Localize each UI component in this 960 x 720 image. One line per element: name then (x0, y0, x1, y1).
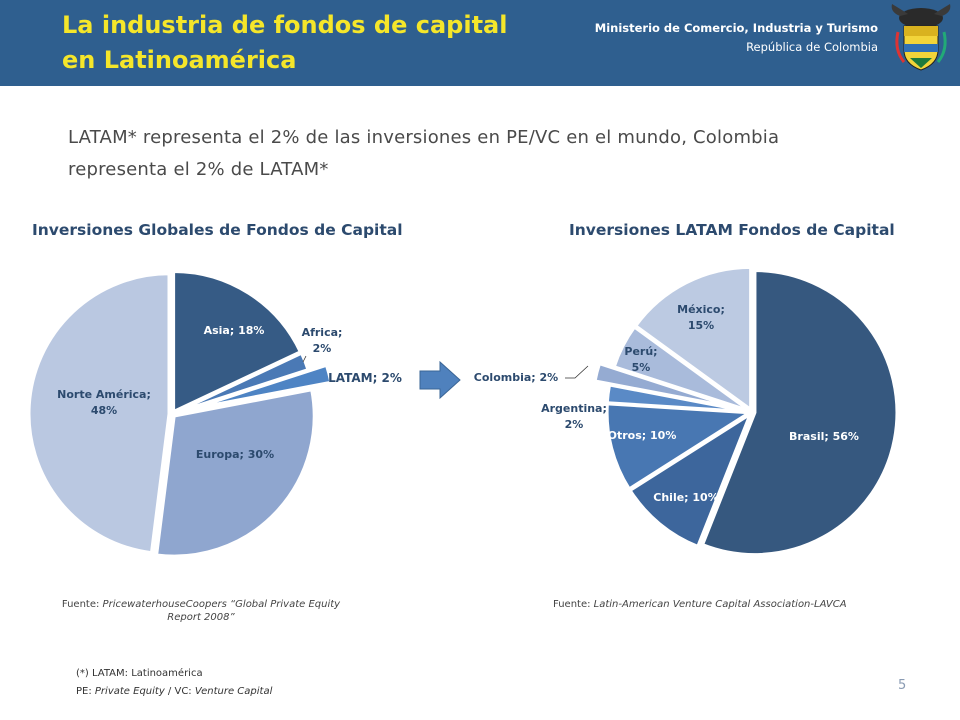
slice-label-argentina: Argentina; (541, 402, 607, 415)
pie-chart-latam: Brasil; 56% Chile; 10% Otros; 10% Argentina… (474, 265, 899, 556)
pie-slice-colombia (593, 361, 736, 409)
pie-slice-per- (612, 325, 751, 413)
slice-label-m-xico: México; (677, 303, 725, 316)
pie-slice-chile (628, 410, 754, 549)
slice-label-asia: Asia; 18% (204, 324, 265, 337)
slice-label-colombia: Colombia; 2% (474, 371, 558, 384)
subtitle-line-1: LATAM* representa el 2% de las inversion… (68, 127, 780, 148)
colombia-leader-line (565, 365, 589, 379)
slice-label-chile: Chile; 10% (653, 491, 718, 504)
source-right-title: Latin-American Venture Capital Associati… (593, 599, 847, 610)
ministry-name: Ministerio de Comercio, Industria y Turi… (594, 21, 878, 35)
slice-label-europa: Europa; 30% (196, 448, 274, 461)
coat-of-arms-icon (891, 4, 951, 71)
page-title: La industria de fondos de capital en Lat… (62, 8, 532, 78)
chart-title-latam: Inversiones LATAM Fondos de Capital (569, 221, 895, 239)
slice-value-norte-am-rica: 48% (91, 404, 117, 417)
slice-value-argentina: 2% (565, 418, 584, 431)
slice-label-norte-am-rica: Norte América; (57, 388, 151, 401)
right-arrow-icon (419, 360, 461, 400)
pie-slice-europa (154, 388, 316, 558)
source-right-prefix: Fuente: (553, 599, 594, 610)
slice-value-m-xico: 15% (688, 319, 714, 332)
ministry-label: Ministerio de Comercio, Industria y Turi… (595, 19, 878, 57)
slice-label-brasil: Brasil; 56% (789, 430, 859, 443)
slice-value-per-: 5% (632, 361, 651, 374)
slice-value-africa: 2% (313, 342, 332, 355)
slice-label-africa: Africa; (302, 326, 343, 339)
pie-chart-global: Asia; 18% Africa; 2% LATAM; 2% Europa; 30% No… (27, 269, 402, 558)
chart-title-global: Inversiones Globales de Fondos de Capita… (32, 221, 403, 239)
africa-leader-line (302, 355, 307, 363)
pie-slice-asia (172, 269, 303, 414)
pie-slice-africa (174, 351, 310, 415)
title-line-2: en Latinoamérica (62, 46, 297, 74)
footnote-vc-text: Venture Capital (194, 686, 273, 697)
slice-label-latam: LATAM; 2% (328, 371, 402, 385)
slide-subtitle: LATAM* representa el 2% de las inversion… (68, 122, 928, 186)
header-bar: La industria de fondos de capital en Lat… (0, 0, 960, 86)
source-left-title-2: Report 2008” (167, 612, 235, 623)
pie-slice-brasil (700, 269, 899, 556)
pie-slice-norte-am-rica (27, 272, 171, 555)
title-line-1: La industria de fondos de capital (62, 11, 508, 39)
footnote-pe: PE: (76, 686, 95, 697)
source-left-prefix: Fuente: (61, 599, 103, 610)
pie-slice-m-xico (633, 265, 753, 413)
footnote-pe-text: Private Equity (94, 686, 165, 697)
source-right: Fuente: Latin-American Venture Capital A… (553, 598, 847, 611)
footnote-pe-vc: PE: Private Equity / VC: Venture Capital (76, 686, 272, 697)
pie-slice-otros (605, 402, 754, 491)
footnote-vc: / VC: (164, 686, 195, 697)
page-number: 5 (898, 678, 907, 693)
pie-slice-latam (192, 363, 333, 411)
source-left: Fuente: PricewaterhouseCoopers “Global P… (36, 598, 366, 624)
slice-label-otros: Otros; 10% (608, 429, 677, 442)
footnote-latam: (*) LATAM: Latinoamérica (76, 668, 203, 679)
subtitle-line-2: representa el 2% de LATAM* (68, 159, 329, 180)
slice-label-per-: Perú; (624, 345, 657, 358)
source-left-title: PricewaterhouseCoopers “Global Private E… (102, 599, 341, 610)
country-name: República de Colombia (746, 40, 878, 54)
